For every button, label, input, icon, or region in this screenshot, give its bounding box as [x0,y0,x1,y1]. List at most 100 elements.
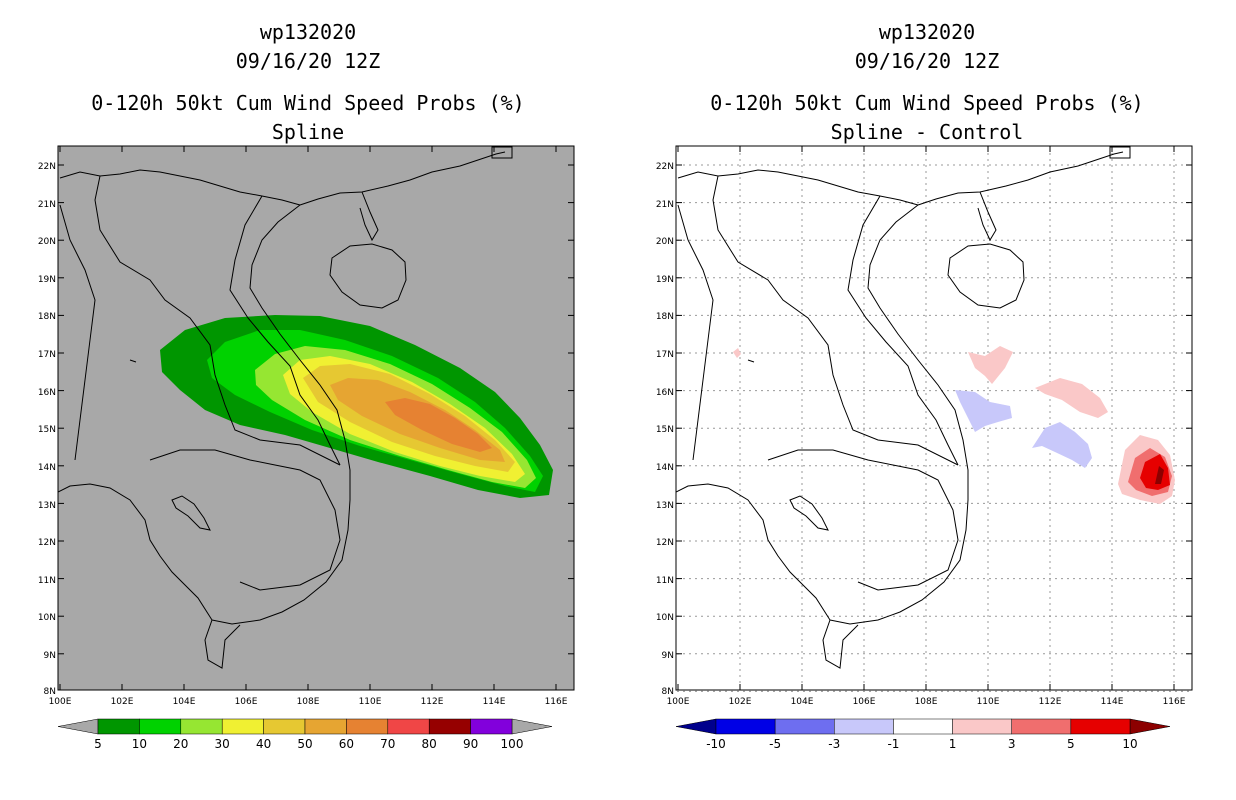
colorbar-label: -5 [769,737,781,751]
colorbar-label: 3 [1008,737,1016,751]
colorbar-label: 10 [132,737,147,751]
left-map-frame [57,145,575,691]
colorbar-label: -1 [887,737,899,751]
right-lat-label: 14N [656,463,674,473]
colorbar-label: 80 [422,737,437,751]
right-lon-label: 116E [1163,697,1186,707]
colorbar-label: -10 [706,737,726,751]
diff-positive-5 [1140,454,1170,490]
colorbar-swatch [221,718,264,735]
colorbar-label: 10 [1122,737,1137,751]
colorbar-label: 30 [215,737,230,751]
left-lat-label: 17N [38,350,56,360]
colorbar-end-left [675,718,717,735]
left-lon-label: 100E [49,697,72,707]
left-title-block: wp132020 09/16/20 12Z 0-120h 50kt Cum Wi… [58,18,558,147]
left-probability-contours [160,315,553,498]
left-lon-label: 110E [359,697,382,707]
left-lon-label: 116E [545,697,568,707]
left-map-panel: 22N 21N 20N 19N 18N 17N 16N 15N 14N 13N … [38,145,575,751]
colorbar-label: 5 [1067,737,1075,751]
left-lat-labels: 22N 21N 20N 19N 18N 17N 16N 15N 14N 13N … [38,162,56,697]
right-subtitle: Spline - Control [830,120,1024,144]
left-corner-symbol [491,146,513,159]
right-lat-labels: 22N 21N 20N 19N 18N 17N 16N 15N 14N 13N … [656,162,674,697]
colorbar-label: 1 [949,737,957,751]
right-lat-label: 19N [656,275,674,285]
left-storm-id: wp132020 [259,20,357,44]
colorbar-label: 100 [501,737,524,751]
colorbar-end-left [57,718,99,735]
left-lat-label: 22N [38,162,56,172]
left-product-title: 0-120h 50kt Cum Wind Speed Probs (%) [91,91,525,115]
right-map-panel: 22N 21N 20N 19N 18N 17N 16N 15N 14N 13N … [656,145,1193,751]
colorbar-swatch [180,718,223,735]
left-lat-label: 16N [38,388,56,398]
colorbar-label: 90 [463,737,478,751]
right-lon-label: 100E [667,697,690,707]
right-lat-label: 12N [656,538,674,548]
diff-positive-2 [1035,378,1108,418]
colorbar-swatch [387,718,430,735]
left-lat-label: 18N [38,312,56,322]
right-coastlines-borders [676,151,1124,669]
left-lat-label: 15N [38,425,56,435]
left-lon-label: 108E [297,697,320,707]
left-lon-label: 114E [483,697,506,707]
colorbar-label: 40 [256,737,271,751]
left-date: 09/16/20 12Z [235,49,381,73]
colorbar-end-right [511,718,553,735]
colorbar-swatch [715,718,776,735]
left-lat-label: 9N [44,651,56,661]
right-lat-label: 17N [656,350,674,360]
colorbar-label: 5 [94,737,102,751]
contour-60pct [385,398,492,452]
colorbar-swatch [428,718,471,735]
right-storm-id: wp132020 [878,20,976,44]
left-lat-label: 21N [38,200,56,210]
colorbar-swatch [139,718,182,735]
diff-negative-1 [955,390,1012,432]
left-lon-labels: 100E 102E 104E 106E 108E 110E 112E 114E … [49,697,568,707]
right-lat-label: 11N [656,576,674,586]
right-date: 09/16/20 12Z [854,49,1000,73]
left-subtitle: Spline [271,120,345,144]
right-lat-label: 10N [656,613,674,623]
left-lon-label: 102E [111,697,134,707]
right-lat-label: 13N [656,501,674,511]
right-corner-symbol [1109,146,1131,159]
colorbar-swatch [1011,718,1072,735]
right-lat-label: 18N [656,312,674,322]
right-difference-contours [733,346,1175,504]
left-axis-ticks [58,146,574,690]
left-lat-label: 11N [38,576,56,586]
right-lat-label: 15N [656,425,674,435]
colorbar-swatch [1070,718,1131,735]
right-lat-label: 16N [656,388,674,398]
colorbar-label: 50 [297,737,312,751]
right-lon-label: 102E [729,697,752,707]
right-dotted-grid [677,147,1191,692]
right-title-block: wp132020 09/16/20 12Z 0-120h 50kt Cum Wi… [677,18,1177,147]
colorbar-swatch [97,718,140,735]
right-lon-label: 108E [915,697,938,707]
left-lat-label: 20N [38,237,56,247]
right-lon-label: 106E [853,697,876,707]
colorbar-swatch [346,718,389,735]
colorbar-swatch [893,718,953,735]
colorbar-swatch [304,718,347,735]
colorbar-swatch [834,718,894,735]
right-axis-ticks [676,146,1192,690]
right-lon-label: 112E [1039,697,1062,707]
colorbar-swatch [263,718,306,735]
right-lon-label: 104E [791,697,814,707]
left-lon-label: 104E [173,697,196,707]
left-lake-marker [129,359,137,363]
diff-positive-10 [1155,466,1164,484]
left-coastlines-borders [58,151,506,669]
right-lon-labels: 100E 102E 104E 106E 108E 110E 112E 114E … [667,697,1186,707]
right-product-title: 0-120h 50kt Cum Wind Speed Probs (%) [710,91,1144,115]
right-lat-label: 22N [656,162,674,172]
colorbar-end-right [1129,718,1171,735]
